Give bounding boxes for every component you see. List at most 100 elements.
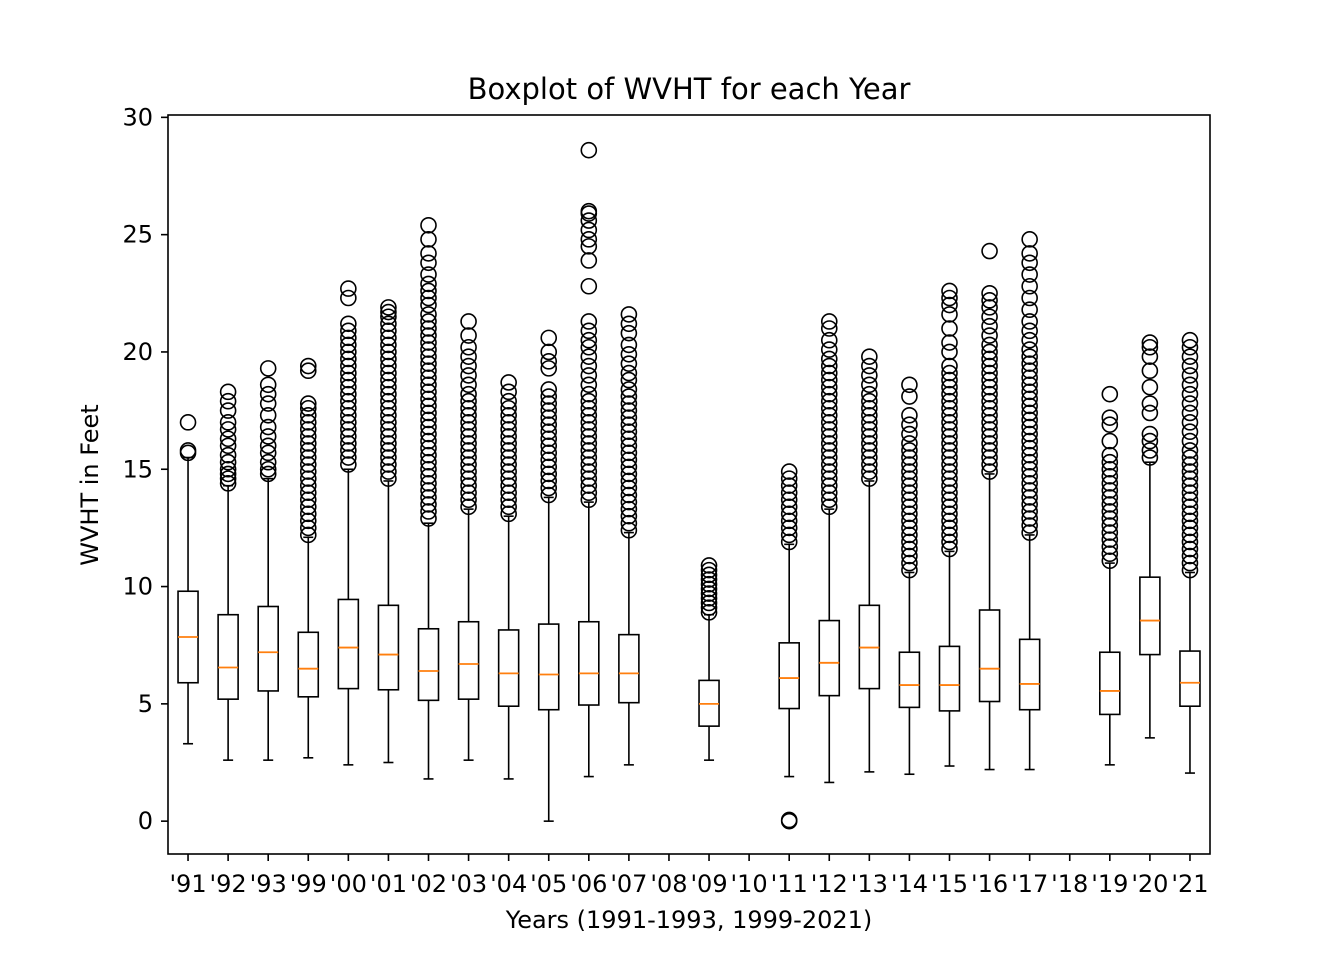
outlier-point (861, 348, 878, 365)
box-group (578, 141, 600, 778)
outlier-point (460, 484, 477, 502)
outlier-point (981, 242, 998, 260)
outlier-point (580, 231, 598, 248)
outlier-point (340, 378, 357, 396)
outlier-point (500, 383, 517, 401)
outlier-point (540, 395, 558, 412)
outlier-point (420, 489, 437, 506)
iqr-box (578, 620, 600, 706)
x-tick-label: '93 (250, 870, 287, 898)
outlier-point (941, 540, 958, 558)
outlier-point (580, 385, 598, 403)
x-tick-label: '12 (811, 870, 848, 898)
outlier-point (901, 561, 918, 579)
outlier-point (901, 519, 918, 537)
outlier-point (981, 385, 998, 403)
outlier-point (620, 500, 638, 518)
x-tick-label: '03 (450, 870, 487, 898)
outlier-point (340, 343, 357, 361)
x-tick-label: '14 (891, 870, 928, 898)
outlier-point (1021, 517, 1038, 534)
outlier-point (420, 313, 437, 330)
outlier-point (941, 435, 958, 452)
outlier-point (259, 465, 277, 483)
outlier-point (420, 496, 437, 513)
outlier-point (1181, 512, 1199, 530)
iqr-box (297, 631, 320, 698)
outlier-point (500, 463, 517, 480)
outlier-point (941, 456, 958, 473)
outlier-point (700, 604, 718, 621)
outlier-point (380, 299, 397, 316)
outlier-point (620, 451, 638, 469)
outlier-point (340, 421, 357, 438)
outlier-point (540, 343, 558, 361)
outlier-point (620, 479, 638, 497)
outlier-point (299, 498, 317, 516)
outlier-point (299, 395, 317, 412)
outlier-point (620, 423, 638, 441)
outlier-point (420, 418, 437, 436)
outlier-point (620, 381, 638, 398)
outlier-point (460, 428, 477, 445)
outlier-point (380, 350, 397, 368)
outlier-point (420, 320, 437, 337)
outlier-point (700, 594, 718, 612)
outlier-point (700, 571, 718, 588)
outlier-point (500, 477, 517, 494)
outlier-point (580, 406, 598, 424)
outlier-point (780, 498, 798, 516)
outlier-point (700, 599, 718, 616)
outlier-point (981, 449, 998, 466)
outlier-point (981, 299, 998, 316)
outlier-point (620, 486, 638, 504)
x-tick-label: '21 (1171, 870, 1208, 898)
outlier-point (1021, 418, 1038, 436)
outlier-point (1101, 446, 1119, 464)
iqr-box (417, 627, 440, 702)
outlier-point (460, 414, 477, 431)
outlier-point (1141, 449, 1159, 466)
outlier-point (1021, 510, 1038, 527)
outlier-point (380, 308, 397, 326)
outlier-point (460, 477, 477, 494)
outlier-point (1141, 395, 1159, 412)
outlier-point (901, 533, 918, 551)
outlier-point (420, 216, 437, 234)
outlier-point (500, 374, 517, 391)
outlier-point (420, 503, 437, 520)
outlier-point (460, 399, 477, 417)
outlier-point (299, 526, 317, 544)
outlier-point (620, 458, 638, 476)
outlier-point (1101, 531, 1119, 548)
outlier-point (540, 486, 558, 504)
outlier-point (901, 425, 918, 443)
outlier-point (500, 442, 517, 459)
outlier-point (540, 360, 558, 377)
outlier-point (500, 392, 517, 410)
outlier-point (1181, 423, 1199, 441)
outlier-point (820, 470, 838, 487)
outlier-point (780, 505, 798, 523)
outlier-point (380, 470, 397, 487)
box-group (818, 313, 841, 784)
outlier-point (1181, 533, 1199, 551)
outlier-point (299, 428, 317, 445)
outlier-point (460, 449, 477, 466)
outlier-point (540, 430, 558, 448)
outlier-point (299, 399, 317, 417)
outlier-point (299, 414, 317, 431)
outlier-point (861, 435, 878, 452)
outlier-point (981, 414, 998, 431)
outlier-point (1181, 442, 1199, 459)
outlier-point (901, 470, 918, 487)
outlier-point (941, 526, 958, 544)
outlier-point (901, 477, 918, 494)
iqr-box (1139, 576, 1161, 656)
outlier-point (1181, 547, 1199, 565)
outlier-point (1021, 404, 1038, 422)
outlier-point (1181, 484, 1199, 502)
outlier-point (219, 437, 237, 455)
outlier-point (941, 364, 958, 382)
outlier-point (981, 343, 998, 361)
